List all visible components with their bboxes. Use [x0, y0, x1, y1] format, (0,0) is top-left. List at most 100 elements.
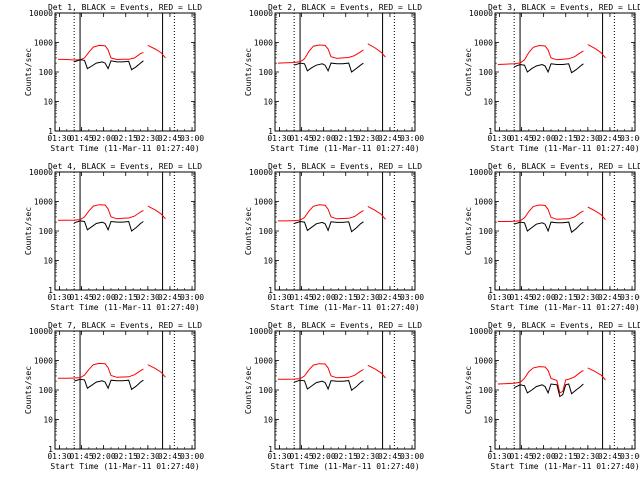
- x-axis-label: Start Time (11-Mar-11 01:27:40): [50, 303, 199, 312]
- y-tick-label: 10000: [29, 9, 53, 18]
- y-tick-label: 10000: [469, 9, 493, 18]
- panel-title: Det 6, BLACK = Events, RED = LLD: [488, 162, 640, 171]
- x-tick-label: 03:00: [400, 134, 424, 143]
- y-axis-label: Counts/sec: [24, 207, 33, 255]
- y-tick-label: 10: [43, 98, 53, 107]
- lld-series-line: [57, 44, 144, 61]
- x-tick-label: 03:00: [620, 452, 640, 461]
- events-series-line: [513, 383, 584, 398]
- y-tick-label: 100: [479, 68, 494, 77]
- x-tick-label: 02:45: [158, 293, 182, 302]
- x-tick-label: 02:15: [114, 134, 138, 143]
- x-tick-label: 03:00: [180, 134, 204, 143]
- y-tick-label: 1000: [34, 39, 53, 48]
- x-tick-label: 02:15: [334, 293, 358, 302]
- lld-post-segment-line: [587, 206, 606, 221]
- x-axis-label: Start Time (11-Mar-11 01:27:40): [490, 303, 639, 312]
- events-series-line: [74, 378, 144, 391]
- y-axis-label: Counts/sec: [244, 207, 253, 255]
- y-tick-label: 1000: [474, 39, 493, 48]
- y-tick-label: 100: [259, 386, 274, 395]
- x-tick-label: 02:45: [378, 134, 402, 143]
- y-tick-label: 1: [48, 286, 53, 295]
- y-tick-label: 10000: [249, 9, 273, 18]
- x-tick-label: 01:45: [509, 134, 533, 143]
- y-tick-label: 100: [39, 386, 54, 395]
- x-tick-label: 02:30: [136, 452, 160, 461]
- lld-series-line: [497, 44, 584, 65]
- x-tick-label: 02:30: [356, 293, 380, 302]
- y-tick-label: 100: [479, 386, 494, 395]
- x-tick-label: 02:30: [576, 134, 600, 143]
- x-tick-label: 01:45: [289, 134, 313, 143]
- y-tick-label: 10000: [469, 327, 493, 336]
- y-axis-label: Counts/sec: [24, 366, 33, 414]
- lld-post-segment-line: [587, 44, 606, 59]
- panel-title: Det 5, BLACK = Events, RED = LLD: [268, 162, 422, 171]
- y-tick-label: 10000: [249, 168, 273, 177]
- x-tick-label: 02:30: [356, 134, 380, 143]
- x-tick-label: 02:00: [92, 293, 116, 302]
- y-tick-label: 10: [483, 416, 493, 425]
- lld-series-line: [497, 204, 584, 222]
- x-tick-label: 01:30: [267, 134, 291, 143]
- y-tick-label: 1: [268, 127, 273, 136]
- y-tick-label: 1: [268, 286, 273, 295]
- lld-post-segment-line: [147, 205, 166, 220]
- x-tick-label: 03:00: [180, 452, 204, 461]
- y-axis-label: Counts/sec: [464, 207, 473, 255]
- y-tick-label: 10000: [469, 168, 493, 177]
- y-tick-label: 1000: [254, 39, 273, 48]
- y-tick-label: 1: [48, 127, 53, 136]
- y-tick-label: 10: [263, 416, 273, 425]
- events-series-line: [294, 379, 364, 392]
- x-tick-label: 02:15: [554, 452, 578, 461]
- x-axis-label: Start Time (11-Mar-11 01:27:40): [490, 462, 639, 471]
- y-tick-label: 1000: [254, 357, 273, 366]
- y-axis-label: Counts/sec: [244, 48, 253, 96]
- x-axis-label: Start Time (11-Mar-11 01:27:40): [50, 462, 199, 471]
- x-tick-label: 02:00: [312, 293, 336, 302]
- y-tick-label: 10: [43, 416, 53, 425]
- x-tick-label: 01:30: [267, 452, 291, 461]
- lld-post-segment-line: [367, 205, 386, 220]
- x-tick-label: 02:45: [378, 293, 402, 302]
- y-tick-label: 10: [483, 98, 493, 107]
- x-tick-label: 02:30: [356, 452, 380, 461]
- y-axis-label: Counts/sec: [464, 366, 473, 414]
- lld-post-segment-line: [367, 364, 386, 379]
- x-tick-label: 01:30: [487, 134, 511, 143]
- lld-post-segment-line: [587, 367, 606, 381]
- panel-title: Det 3, BLACK = Events, RED = LLD: [488, 3, 640, 12]
- events-series-line: [514, 221, 584, 234]
- lld-series-line: [497, 366, 584, 394]
- x-axis-label: Start Time (11-Mar-11 01:27:40): [270, 144, 419, 153]
- x-tick-label: 02:30: [136, 293, 160, 302]
- y-tick-label: 10: [483, 257, 493, 266]
- x-tick-label: 02:15: [554, 293, 578, 302]
- y-tick-label: 10000: [29, 168, 53, 177]
- x-tick-label: 02:15: [334, 134, 358, 143]
- x-tick-label: 02:00: [312, 452, 336, 461]
- y-tick-label: 100: [39, 68, 54, 77]
- lld-post-segment-line: [147, 44, 166, 59]
- x-tick-label: 01:30: [47, 134, 71, 143]
- x-tick-label: 01:45: [69, 293, 93, 302]
- y-tick-label: 10: [43, 257, 53, 266]
- lld-post-segment-line: [367, 43, 386, 58]
- panel-title: Det 7, BLACK = Events, RED = LLD: [48, 321, 202, 330]
- x-tick-label: 02:30: [136, 134, 160, 143]
- x-tick-label: 02:00: [92, 134, 116, 143]
- panel-title: Det 2, BLACK = Events, RED = LLD: [268, 3, 422, 12]
- y-tick-label: 100: [259, 227, 274, 236]
- panel-title: Det 8, BLACK = Events, RED = LLD: [268, 321, 422, 330]
- x-tick-label: 02:00: [92, 452, 116, 461]
- x-tick-label: 03:00: [620, 293, 640, 302]
- events-series-line: [294, 220, 364, 233]
- x-tick-label: 03:00: [400, 452, 424, 461]
- x-tick-label: 02:00: [312, 134, 336, 143]
- x-tick-label: 01:45: [69, 134, 93, 143]
- y-tick-label: 1: [488, 445, 493, 454]
